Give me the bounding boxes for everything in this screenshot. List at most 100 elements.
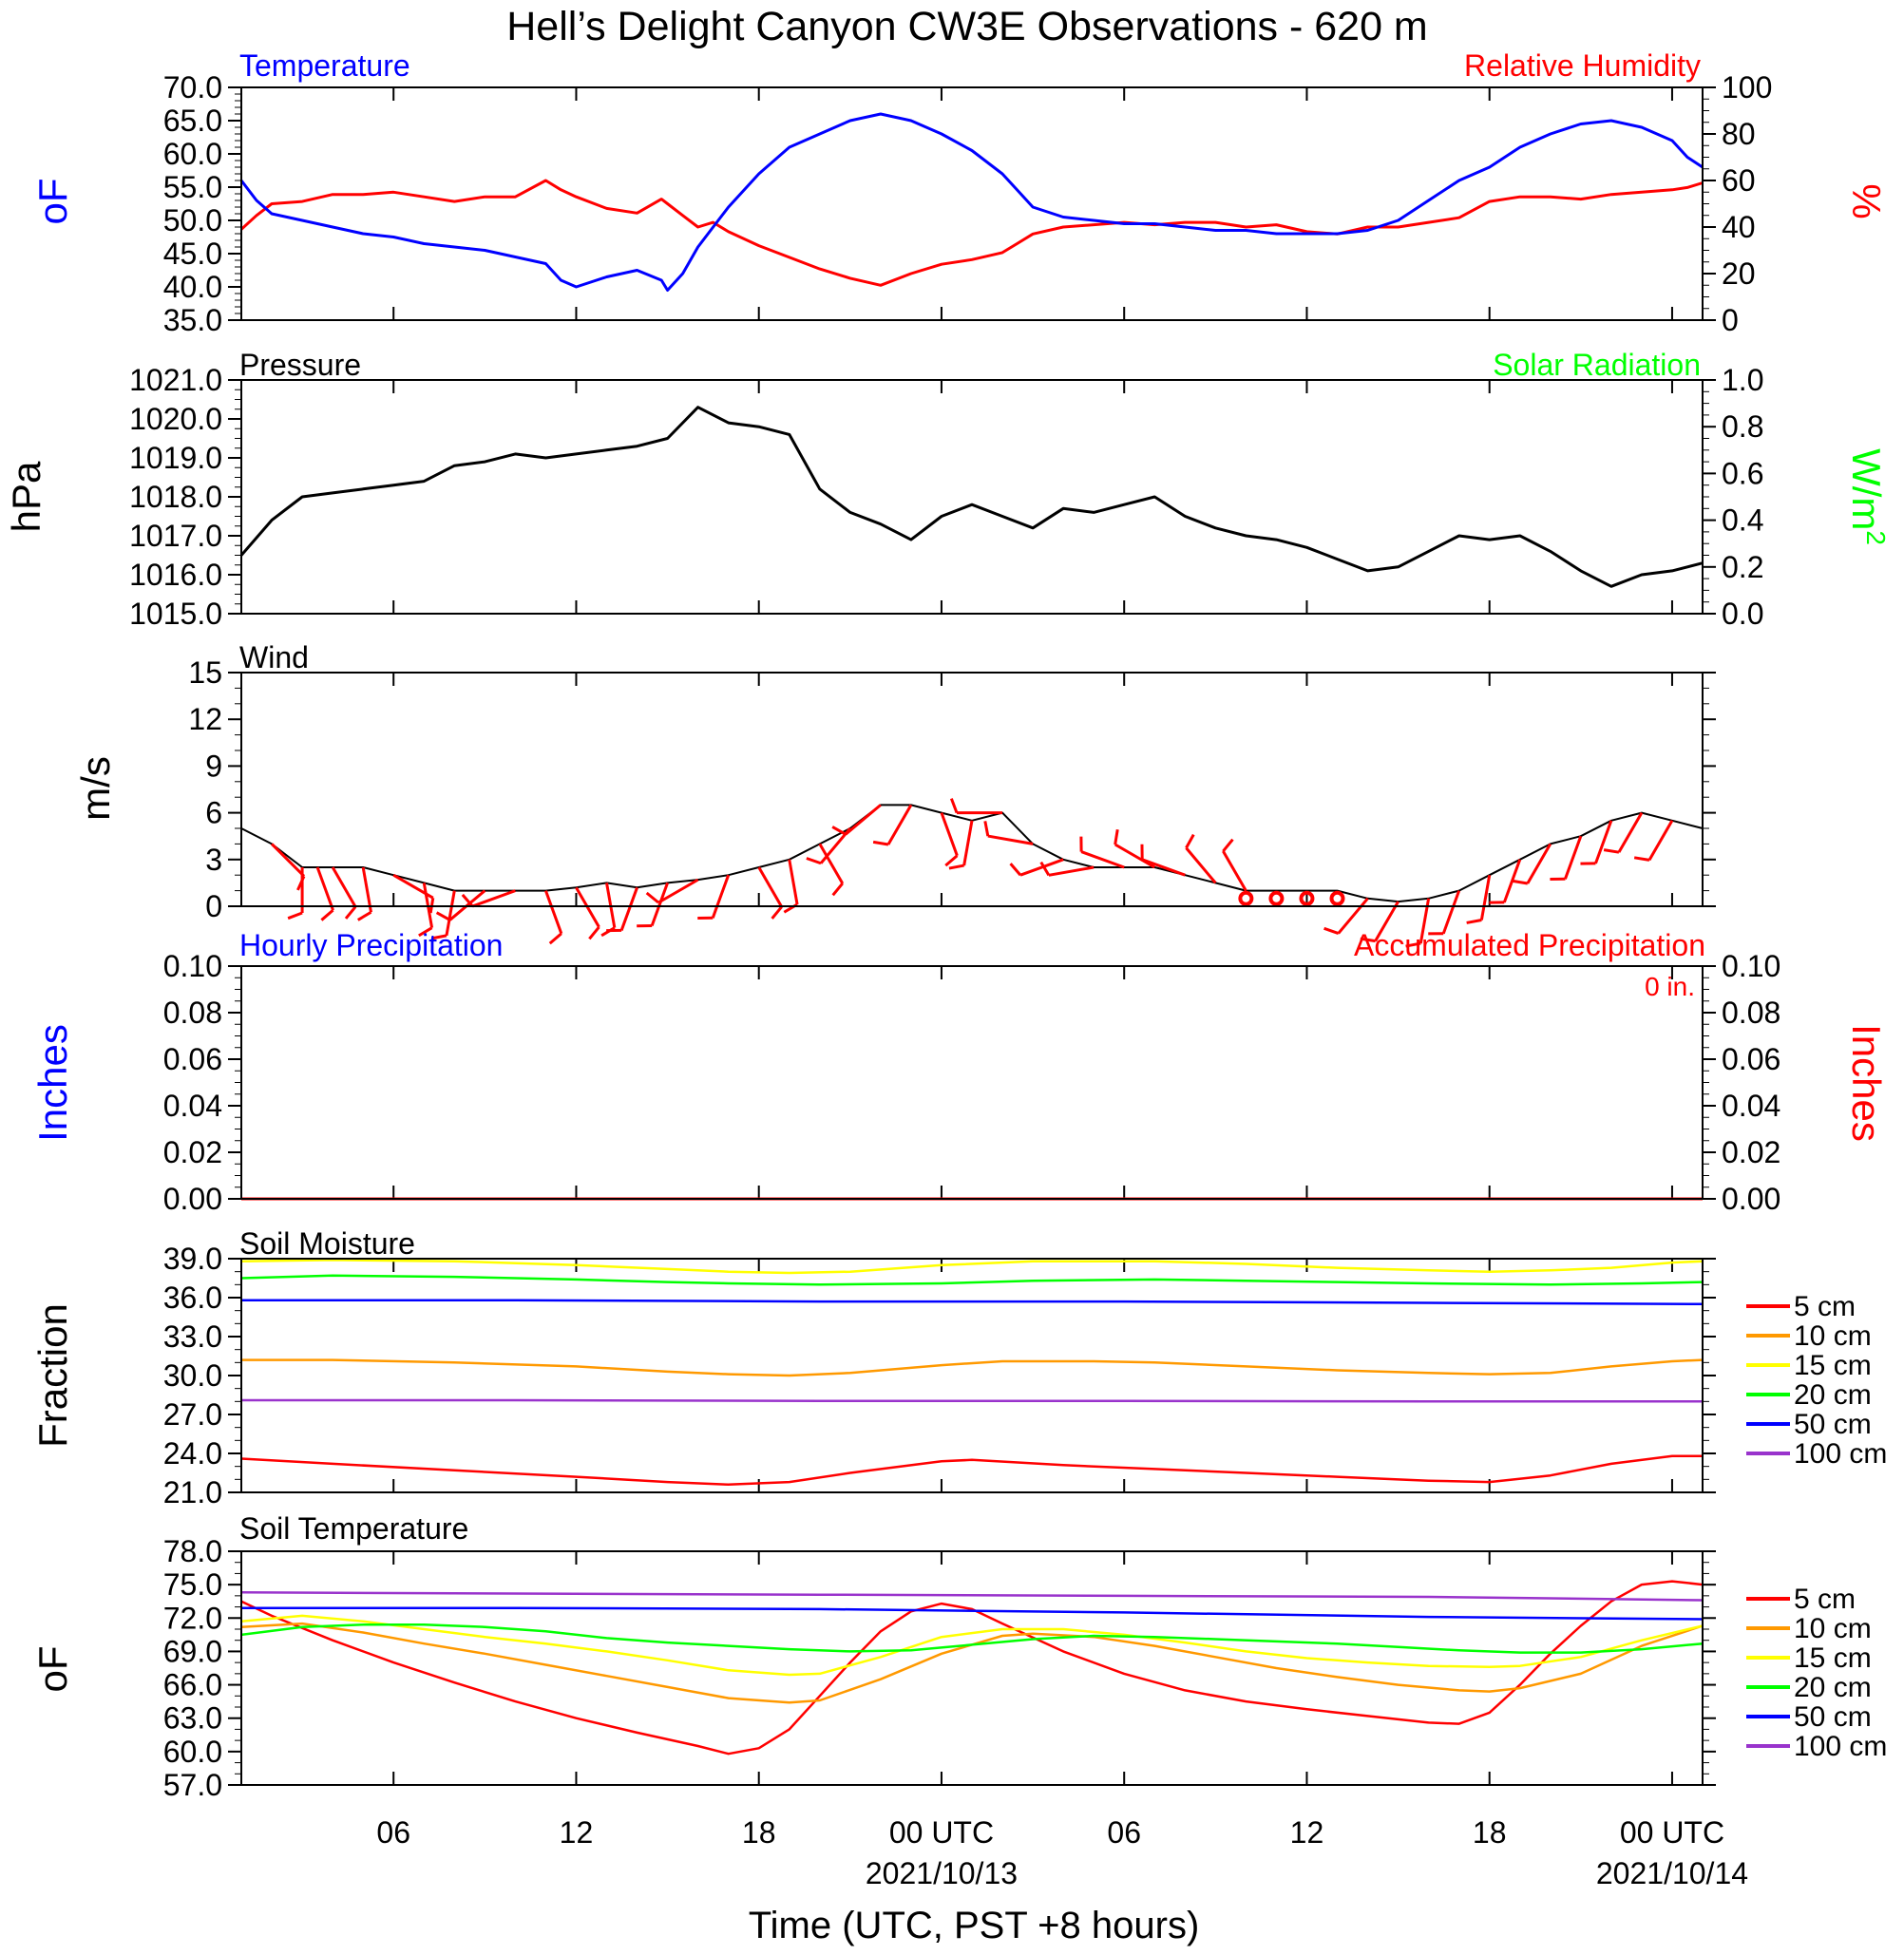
y-tick-label: 24.0 [163,1436,222,1471]
y-tick-label: 3 [205,843,222,877]
y-tick-label: 57.0 [163,1768,222,1802]
wind-barb-flag [1466,918,1482,924]
x-date-label: 2021/10/14 [1596,1856,1748,1890]
wind-barb [1594,820,1613,864]
legend-label: 50 cm [1794,1409,1872,1440]
soil-moisture-title: Soil Moisture [239,1226,415,1261]
wind-barb-flag [831,883,844,897]
x-tick-labels: 06 12 18 00 UTC 2021/10/13 06 12 18 00 UTC 2021/1… [376,1815,1748,1890]
soil-temp-title: Soil Temperature [239,1511,468,1546]
temp-rh-series [239,112,1704,292]
y-tick-label: 6 [205,796,222,830]
wind-barb [575,886,600,928]
legend-label: 15 cm [1794,1642,1872,1674]
wind-barb [818,843,845,884]
soil-moisture-unit: Fraction [30,1303,75,1448]
wind-frame [240,672,1704,907]
rh-y-ticks: 0 20 40 60 80 100 [1703,70,1772,337]
wind-barb [1048,865,1095,877]
wind-barb-flag [320,908,334,921]
wind-barb [1617,811,1644,853]
wind-barb [1337,897,1369,935]
y-tick-label: 0.10 [163,949,222,983]
pressure-title: Pressure [239,348,361,382]
wind-barb [1114,843,1156,869]
y-tick-label: 78.0 [163,1534,222,1568]
hourly-precip-title: Hourly Precipitation [239,928,503,962]
wind-barb-flag [1114,828,1119,845]
wind-barb [1479,874,1492,921]
wind-barb [1019,858,1064,877]
wind-barb [1141,858,1186,877]
wind-barb-flag [1323,926,1340,935]
soil-moisture-line-5cm [240,1454,1703,1487]
y-tick-label: 9 [205,749,222,783]
soil-temp-series [240,1580,1704,1756]
pressure-line [239,406,1704,588]
y-tick-label: 21.0 [163,1475,222,1509]
humidity-line [239,179,1704,287]
soil-moisture-line-100cm [241,1398,1703,1403]
wind-barb [270,843,306,878]
wind-barb [361,866,372,913]
wind-barb-flag [831,826,847,836]
rh-title: Relative Humidity [1464,48,1701,83]
temp-unit: oF [30,178,75,224]
soil-temp-frame [240,1550,1704,1786]
y-right-tick-label: 0.8 [1722,409,1763,444]
hourly-precip-y-ticks: 0.00 0.02 0.04 0.06 0.08 0.10 [163,949,241,1216]
wind-barb-flag [1405,941,1421,948]
wind-barb [886,804,913,845]
y-tick-label: 70.0 [163,70,222,104]
wind-barb [757,866,784,908]
y-tick-label: 1016.0 [129,558,222,592]
wind-barb [1080,850,1125,869]
y-right-tick-label: 0.4 [1722,503,1763,538]
panel-precip: Hourly Precipitation Accumulated Precipi… [30,928,1889,1216]
legend-label: 10 cm [1794,1320,1872,1352]
y-right-tick-label: 1.0 [1722,363,1763,397]
legend-label: 100 cm [1794,1731,1887,1762]
y-tick-label: 1021.0 [129,363,222,397]
legend-label: 10 cm [1794,1613,1872,1644]
wind-barb-flag [1039,861,1051,877]
y-tick-label: 36.0 [163,1281,222,1315]
soil-temp-line-10cm [240,1622,1704,1704]
wind-barb [940,812,959,857]
y-tick-label: 0.04 [163,1089,222,1123]
y-tick-label: 0.08 [163,996,222,1030]
wind-barb [1564,835,1583,880]
soil-moisture-line-20cm [240,1274,1704,1286]
x-tick-label: 12 [560,1815,594,1850]
wind-barb [657,878,699,904]
wind-barb [845,804,882,836]
wind-barb-flag [1512,879,1529,885]
wind-barb [1441,890,1461,935]
wind-barb-flag [872,840,889,846]
x-tick-label: 12 [1290,1815,1324,1850]
y-tick-label: 0 [205,889,222,923]
legend-label: 50 cm [1794,1701,1872,1733]
temp-title: Temperature [239,48,410,83]
y-tick-label: 12 [188,702,222,736]
y-right-tick-label: 0.2 [1722,550,1763,584]
wind-barb-flag [1603,848,1620,854]
accum-precip-total: 0 in. [1645,972,1695,1001]
wind-title: Wind [239,640,309,674]
wind-barb-flag [771,905,783,920]
soil-temp-y-ticks: 57.060.063.066.069.072.075.078.0 [163,1534,1716,1802]
soil-temp-line-20cm [240,1623,1704,1654]
wind-barb [315,866,334,911]
y-tick-label: 1019.0 [129,441,222,475]
x-tick-label: 00 UTC [889,1815,994,1850]
wind-barb-flag [983,821,990,837]
legend-label: 100 cm [1794,1438,1887,1470]
y-right-tick-label: 0.02 [1722,1135,1780,1169]
temp-rh-x-ticks [392,87,1673,320]
soil-temp-unit: oF [30,1645,75,1692]
soil-moisture-series [240,1259,1704,1487]
y-right-tick-label: 0.04 [1722,1089,1780,1123]
wind-barb-flag [645,891,660,904]
wind-calm-circle [1329,890,1345,906]
y-tick-label: 72.0 [163,1601,222,1635]
